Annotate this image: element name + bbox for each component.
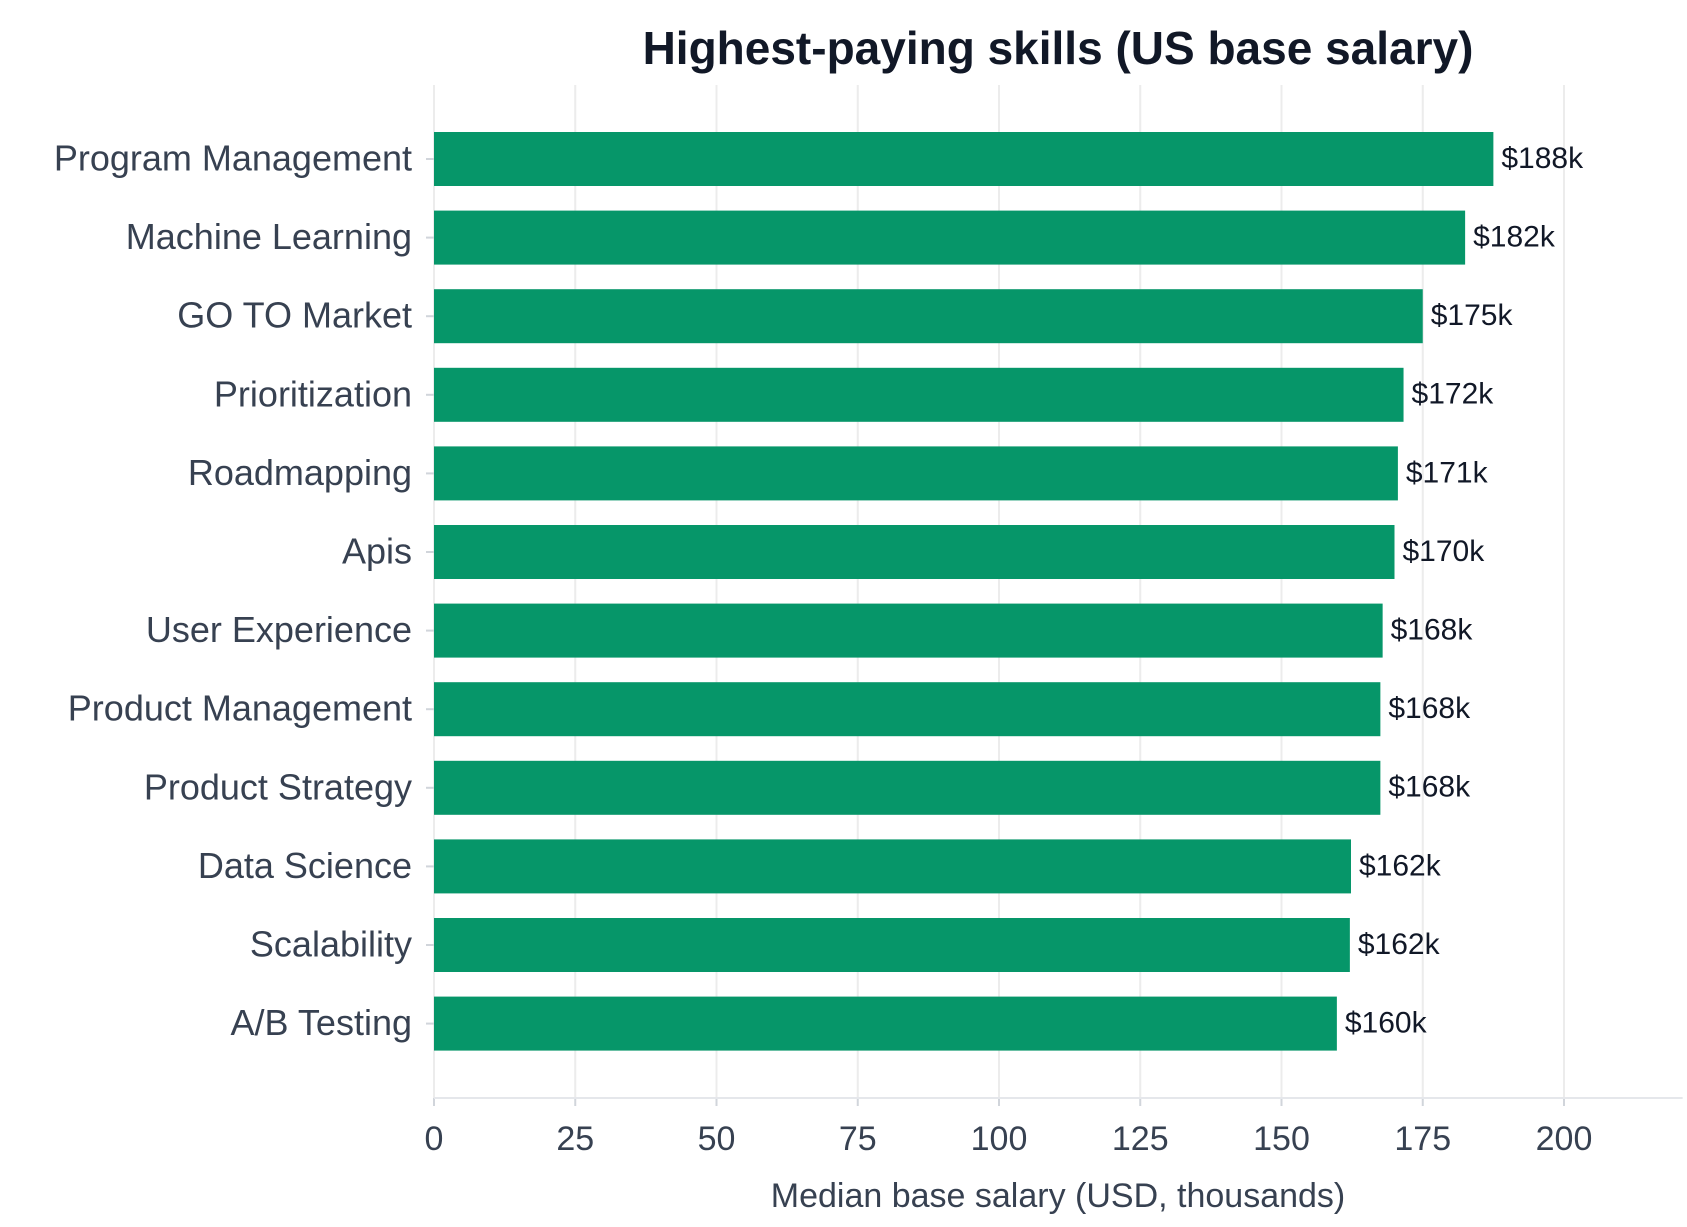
y-tick-label: Machine Learning bbox=[126, 216, 412, 257]
value-label: $168k bbox=[1388, 771, 1471, 804]
y-tick-label: Scalability bbox=[250, 924, 412, 965]
value-label: $188k bbox=[1501, 142, 1584, 175]
value-label: $162k bbox=[1358, 928, 1441, 961]
value-label: $168k bbox=[1388, 692, 1471, 725]
y-tick-label: Apis bbox=[342, 531, 412, 572]
x-tick-label: 150 bbox=[1253, 1120, 1310, 1158]
value-label: $162k bbox=[1359, 849, 1442, 882]
y-tick-label: Data Science bbox=[198, 845, 412, 886]
bar bbox=[434, 839, 1351, 894]
x-tick-label: 125 bbox=[1112, 1120, 1169, 1158]
value-label: $171k bbox=[1406, 456, 1489, 489]
value-label: $160k bbox=[1345, 1007, 1428, 1040]
x-tick-label: 200 bbox=[1536, 1120, 1593, 1158]
y-tick-label: Program Management bbox=[54, 138, 412, 179]
value-label: $168k bbox=[1391, 614, 1474, 647]
y-tick-label: Prioritization bbox=[214, 373, 412, 414]
y-tick-label: User Experience bbox=[146, 609, 412, 650]
y-tick-label: Product Strategy bbox=[144, 766, 412, 807]
chart-title: Highest-paying skills (US base salary) bbox=[643, 22, 1474, 74]
y-tick-label: A/B Testing bbox=[231, 1002, 412, 1043]
value-label: $170k bbox=[1403, 535, 1486, 568]
bar bbox=[434, 289, 1423, 344]
bar bbox=[434, 760, 1381, 815]
bar bbox=[434, 603, 1383, 658]
bar bbox=[434, 210, 1466, 265]
y-tick-label: Roadmapping bbox=[188, 452, 412, 493]
x-tick-label: 75 bbox=[839, 1120, 877, 1158]
bar bbox=[434, 446, 1398, 501]
x-tick-label: 50 bbox=[698, 1120, 736, 1158]
y-tick-label: GO TO Market bbox=[177, 295, 412, 336]
x-tick-label: 0 bbox=[425, 1120, 444, 1158]
bar bbox=[434, 525, 1395, 579]
value-label: $172k bbox=[1412, 378, 1495, 411]
x-axis-label: Median base salary (USD, thousands) bbox=[771, 1177, 1346, 1215]
value-label: $182k bbox=[1473, 221, 1556, 254]
bar bbox=[434, 996, 1337, 1051]
bar bbox=[434, 367, 1404, 422]
x-tick-label: 100 bbox=[971, 1120, 1028, 1158]
bar bbox=[434, 918, 1350, 972]
bar bbox=[434, 682, 1381, 737]
value-label: $175k bbox=[1431, 299, 1514, 332]
y-tick-label: Product Management bbox=[68, 688, 412, 729]
x-tick-label: 175 bbox=[1394, 1120, 1451, 1158]
x-tick-label: 25 bbox=[556, 1120, 594, 1158]
bar bbox=[434, 132, 1494, 186]
